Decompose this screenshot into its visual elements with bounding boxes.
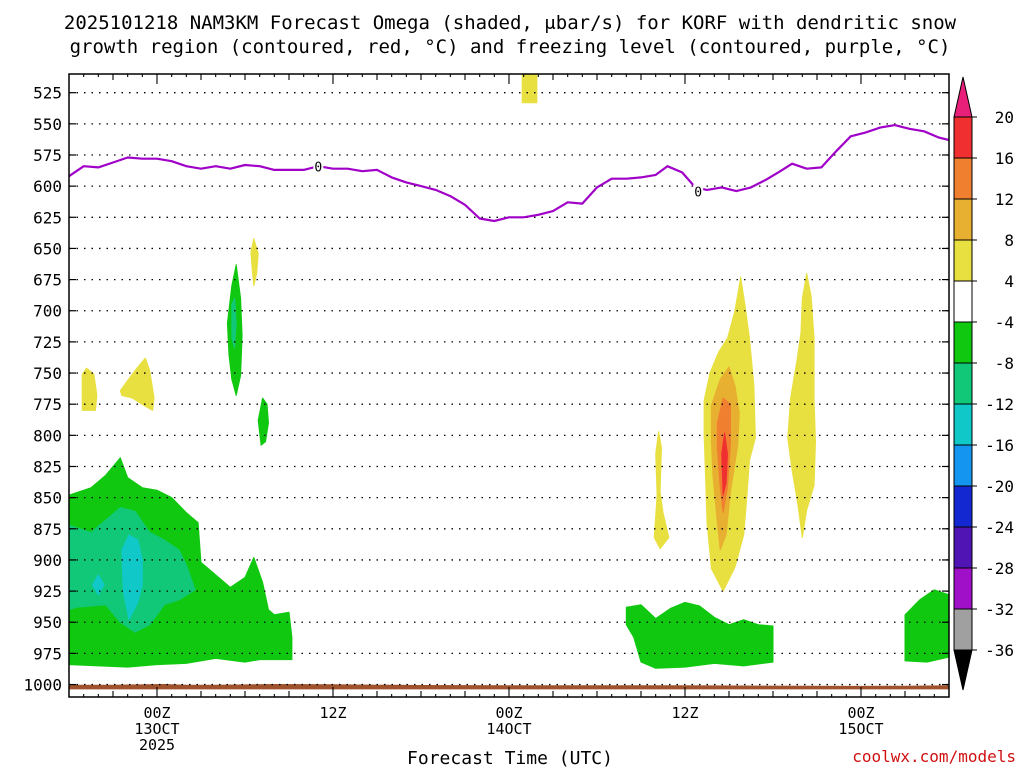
colorbar-label-9: -20	[985, 477, 1014, 496]
omega-region-small-ascent-west	[92, 574, 105, 596]
x-tick-label-36-line1: 12Z	[319, 704, 346, 722]
freezing-level-label-1: 0	[694, 185, 702, 200]
chart-title-line-1: 2025101218 NAM3KM Forecast Omega (shaded…	[64, 12, 957, 34]
x-axis-title: Forecast Time (UTC)	[407, 748, 613, 768]
y-tick-label-750: 750	[33, 364, 62, 383]
colorbar-bin-5	[953, 280, 973, 323]
colorbar-label-0: 20	[995, 108, 1014, 127]
freezing-level-label-bg-1	[693, 184, 704, 199]
colorbar-bin-6	[953, 321, 973, 364]
y-tick-label-725: 725	[33, 333, 62, 352]
colorbar-label-7: -12	[985, 395, 1014, 414]
y-tick-label-625: 625	[33, 208, 62, 227]
omega-region-descent-lobe-1	[81, 367, 98, 411]
freezing-level-line	[69, 123, 949, 223]
omega-region-low-level-ascent-15oct	[904, 589, 949, 663]
colorbar-label-6: -8	[995, 354, 1014, 373]
omega-region-small-ascent-blob	[257, 397, 269, 446]
x-tick-label-24-line1: 00Z	[143, 704, 170, 722]
colorbar-label-1: 16	[995, 149, 1014, 168]
x-tick-label-24-line2: 13OCT	[134, 720, 179, 738]
omega-region-descent-sliver-upper	[250, 238, 259, 287]
x-tick-label-48-line1: 00Z	[495, 704, 522, 722]
y-tick-label-800: 800	[33, 426, 62, 445]
omega-region-descent-top	[521, 74, 538, 104]
y-axis: 525 550 575 600 625 650 675 700 725 750 775 800 825 8…	[23, 84, 949, 695]
y-tick-label-675: 675	[33, 271, 62, 290]
y-tick-label-1000: 1000	[23, 676, 62, 695]
colorbar-label-8: -16	[985, 436, 1014, 455]
y-tick-label-575: 575	[33, 146, 62, 165]
colorbar-bin-11	[953, 526, 973, 569]
x-tick-label-24-line3: 2025	[139, 736, 175, 754]
colorbar-bin-13	[953, 608, 973, 651]
credit-link[interactable]: coolwx.com/models	[852, 747, 1016, 766]
chart-title-line-2: growth region (contoured, red, °C) and f…	[70, 36, 951, 58]
omega-region-low-level-ascent-14oct	[625, 601, 774, 669]
colorbar-bottom-triangle	[953, 649, 973, 691]
colorbar-bin-10	[953, 485, 973, 528]
x-tick-label-72-line2: 15OCT	[838, 720, 883, 738]
colorbar-label-4: 4	[1004, 272, 1014, 291]
y-tick-label-825: 825	[33, 457, 62, 476]
colorbar-label-12: -32	[985, 600, 1014, 619]
omega-region-descent-main-14oct-16	[721, 432, 728, 496]
y-tick-label-875: 875	[33, 520, 62, 539]
omega-region-mid-level-ascent-column-core	[231, 297, 237, 349]
x-tick-label-72-line1: 00Z	[847, 704, 874, 722]
y-tick-label-975: 975	[33, 644, 62, 663]
colorbar-bin-1	[953, 116, 973, 159]
x-tick-label-48-line2: 14OCT	[486, 720, 531, 738]
y-tick-label-525: 525	[33, 84, 62, 103]
colorbar-bin-7	[953, 362, 973, 405]
y-tick-label-700: 700	[33, 302, 62, 321]
colorbar-bin-4	[953, 239, 973, 282]
freezing-level-layer: 00	[69, 123, 949, 223]
y-tick-label-925: 925	[33, 582, 62, 601]
omega-region-descent-lobe-2	[119, 357, 155, 411]
colorbar-bin-12	[953, 567, 973, 610]
colorbar-bin-8	[953, 403, 973, 446]
y-tick-label-600: 600	[33, 177, 62, 196]
y-tick-label-650: 650	[33, 239, 62, 258]
freezing-level-label-bg-0	[313, 159, 324, 174]
colorbar-label-5: -4	[995, 313, 1014, 332]
y-tick-label-950: 950	[33, 613, 62, 632]
colorbar-label-10: -24	[985, 518, 1014, 537]
colorbar-bin-9	[953, 444, 973, 487]
y-tick-label-900: 900	[33, 551, 62, 570]
colorbar-label-3: 8	[1004, 231, 1014, 250]
colorbar-bin-2	[953, 157, 973, 200]
omega-region-descent-narrow-14oct	[653, 431, 670, 550]
y-tick-label-775: 775	[33, 395, 62, 414]
y-tick-label-850: 850	[33, 489, 62, 508]
x-tick-label-60-line1: 12Z	[671, 704, 698, 722]
colorbar-bin-3	[953, 198, 973, 241]
colorbar-label-13: -36	[985, 641, 1014, 660]
freezing-level-label-0: 0	[314, 160, 322, 175]
colorbar-top-triangle	[953, 76, 973, 118]
colorbar-label-11: -28	[985, 559, 1014, 578]
colorbar-label-2: 12	[995, 190, 1014, 209]
omega-shaded-regions	[69, 74, 949, 669]
y-tick-label-550: 550	[33, 115, 62, 134]
omega-region-low-level-ascent-max-13oct	[121, 534, 143, 621]
omega-region-descent-east-14oct	[787, 272, 816, 538]
colorbar: 20 16 12 8 4 -4 -8 -12 -16 -20 -24 -28 -32 -36	[953, 76, 1014, 691]
